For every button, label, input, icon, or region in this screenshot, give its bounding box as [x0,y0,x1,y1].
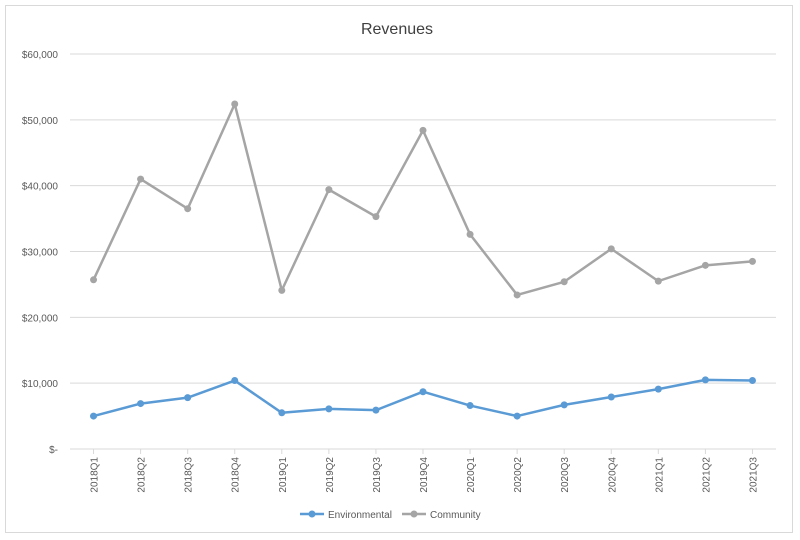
data-point [184,205,192,213]
x-tick-label: 2018Q1 [90,457,101,493]
y-tick-label: $- [49,445,58,456]
x-tick-label: 2018Q2 [137,457,148,493]
legend-item-community: Community [402,510,481,521]
x-tick-label: 2019Q3 [372,457,383,493]
series-lines [90,100,756,420]
y-tick-label: $60,000 [22,50,59,61]
series-environmental [90,376,756,420]
data-point [90,276,98,284]
data-point [90,412,98,420]
data-point [466,230,474,238]
series-community [90,100,756,299]
data-point [137,175,145,183]
x-tick-label: 2020Q4 [607,457,618,493]
data-point [278,409,286,417]
data-point [419,388,427,396]
series-line [93,378,753,418]
data-point [513,291,521,299]
chart-frame [5,5,793,533]
data-point [560,278,568,286]
x-tick-label: 2021Q1 [654,457,665,493]
x-tick-label: 2019Q4 [419,457,430,493]
legend-swatch-marker [410,510,418,518]
legend-item-environmental: Environmental [300,510,392,521]
data-point [654,385,662,393]
data-point [748,257,756,265]
y-tick-label: $40,000 [22,182,59,193]
data-point [607,393,615,401]
y-tick-label: $10,000 [22,379,59,390]
data-point [325,186,333,194]
data-point [748,377,756,385]
data-point [184,394,192,402]
legend-swatch-marker [308,510,316,518]
y-tick-label: $50,000 [22,116,59,127]
x-tick-label: 2021Q2 [701,457,712,493]
legend-label: Environmental [328,510,392,521]
legend: Environmental Community [300,510,481,521]
data-point [701,261,709,269]
data-point [513,412,521,420]
data-point [701,376,709,384]
x-tick-label: 2019Q1 [278,457,289,493]
data-point [560,401,568,409]
x-tick-label: 2020Q2 [513,457,524,493]
data-point [278,286,286,294]
x-tick-label: 2018Q4 [231,457,242,493]
data-point [231,100,239,108]
data-point [654,277,662,285]
data-point [419,126,427,134]
y-tick-label: $20,000 [22,313,59,324]
x-tick-label: 2020Q1 [466,457,477,493]
data-point [325,405,333,413]
chart-title: Revenues [361,21,433,38]
y-axis-ticks: $- $10,000 $20,000 $30,000 $40,000 $50,000 $60… [22,50,59,456]
data-point [137,400,145,408]
x-axis-ticks: 2018Q1 2018Q2 2018Q3 2018Q4 2019Q1 2019Q2 2019… [90,449,759,493]
data-point [607,245,615,253]
x-tick-label: 2019Q2 [325,457,336,493]
legend-label: Community [430,510,481,521]
x-tick-label: 2020Q3 [560,457,571,493]
data-point [466,402,474,410]
x-tick-label: 2018Q3 [184,457,195,493]
data-point [372,213,380,221]
y-tick-label: $30,000 [22,248,59,259]
data-point [372,406,380,414]
x-tick-label: 2021Q3 [748,457,759,493]
data-point [231,377,239,385]
